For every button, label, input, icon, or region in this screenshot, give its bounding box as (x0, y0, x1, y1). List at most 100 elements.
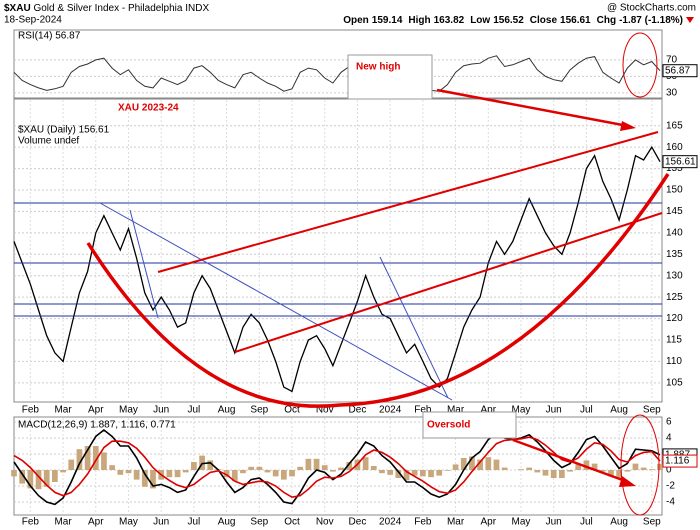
x-tick-label: Sep (250, 405, 268, 416)
last-value-box (662, 155, 698, 169)
symbol: $XAU (4, 3, 31, 14)
y-tick-label: 4 (666, 433, 672, 444)
y-tick-label: -2 (666, 481, 675, 492)
x-tick-label: Feb (414, 517, 432, 528)
price-panel (13, 98, 663, 403)
y-tick-label: 125 (666, 292, 683, 303)
histogram-bar (27, 470, 34, 489)
histogram-bar (591, 463, 598, 470)
y-tick-label: 115 (666, 335, 682, 346)
histogram-bar (76, 449, 83, 470)
histogram-bar (370, 466, 377, 470)
highlight (620, 414, 660, 516)
y-tick-label: 120 (666, 313, 683, 324)
histogram-bar (223, 470, 230, 478)
x-tick-label: Jun (546, 517, 562, 528)
x-tick-label: May (512, 517, 531, 528)
y-tick-label: 110 (666, 356, 682, 367)
y-tick-label: 145 (666, 206, 683, 217)
histogram-bar (133, 470, 140, 480)
histogram-bar (403, 470, 410, 481)
last-value-box (662, 64, 698, 78)
histogram-bar (182, 470, 189, 473)
x-tick-label: Jun (546, 405, 562, 416)
y-tick-label: 150 (666, 185, 683, 196)
y-tick-label: 155 (666, 163, 683, 174)
trend-line (129, 209, 159, 319)
x-tick-label: May (119, 405, 138, 416)
histogram-bar (346, 462, 353, 470)
x-tick-label: Jun (153, 517, 169, 528)
trend-line (379, 256, 449, 399)
x-tick-label: Dec (349, 405, 367, 416)
last-value: 156.61 (665, 156, 696, 167)
header: $XAU Gold & Silver Index - Philadelphia … (4, 3, 209, 14)
histogram-bar (534, 470, 541, 473)
x-tick-label: Mar (447, 517, 465, 528)
histogram-bar (501, 467, 508, 470)
x-tick-label: Apr (480, 405, 496, 416)
x-tick-label: Sep (643, 405, 661, 416)
volume-legend: Volume undef (18, 136, 79, 147)
x-tick-label: Sep (250, 517, 268, 528)
arrowhead (619, 476, 636, 487)
x-tick-label: Jul (188, 405, 201, 416)
rsi-panel (13, 29, 663, 99)
histogram-bar (68, 459, 75, 470)
histogram-bar (305, 458, 312, 470)
quote-label: Close (530, 15, 558, 26)
overlays (14, 32, 670, 516)
histogram-bar (583, 460, 590, 470)
y-tick-label: 0 (666, 465, 672, 476)
x-tick-label: Aug (610, 405, 628, 416)
histogram-bar (313, 458, 320, 470)
histogram-bar (567, 470, 573, 472)
line (13, 55, 661, 92)
rsi-legend: RSI(14) 56.87 (18, 31, 81, 42)
watermark: @ StockCharts.com (607, 3, 696, 14)
histogram-bar (411, 470, 418, 476)
histogram-bar (60, 470, 66, 473)
histogram-bar (141, 470, 148, 487)
x-tick-label: Aug (610, 517, 628, 528)
y-tick-label: 70 (666, 55, 678, 66)
x-tick-label: May (512, 405, 531, 416)
histogram-bar (240, 470, 246, 474)
histogram-bar (52, 470, 58, 482)
macd-line (13, 436, 661, 499)
y-tick-label: 105 (666, 377, 683, 388)
histogram-bar (191, 462, 197, 470)
x-tick-label: Jul (580, 517, 593, 528)
histogram-bar (616, 470, 622, 479)
x-tick-label: 2024 (379, 517, 402, 528)
quote-label: Low (470, 15, 490, 26)
histogram-bar (338, 467, 344, 470)
arrow (436, 88, 629, 128)
y-tick-label: 30 (666, 88, 678, 99)
histogram-bar (452, 464, 459, 470)
histogram-bar (608, 470, 614, 477)
histogram-bar (362, 457, 369, 470)
histogram-bar (477, 459, 483, 470)
annotation-title: XAU 2023-24 (118, 103, 179, 114)
quote-value: 156.61 (560, 15, 591, 26)
histogram-bar (289, 470, 295, 477)
histogram-bar (92, 446, 99, 470)
quote: Open 159.14 High 163.82 Low 156.52 Close 156.61… (343, 15, 683, 26)
x-tick-label: Aug (218, 405, 236, 416)
y-tick-label: 160 (666, 142, 683, 153)
y-tick-label: 130 (666, 270, 683, 281)
note-box (422, 411, 517, 439)
quote-label: Chg (597, 15, 616, 26)
x-tick-label: Apr (88, 405, 104, 416)
histogram-bar (101, 452, 107, 470)
y-tick-label: 6 (666, 417, 672, 428)
price-legend: $XAU (Daily) 156.61 (18, 125, 110, 136)
histogram-bar (640, 467, 647, 470)
histogram-bar (43, 470, 50, 487)
arrow (512, 438, 629, 484)
x-tick-label: Jul (580, 405, 593, 416)
channel-top (157, 131, 659, 273)
histogram-bar (125, 470, 132, 474)
histogram-bar (174, 470, 181, 478)
